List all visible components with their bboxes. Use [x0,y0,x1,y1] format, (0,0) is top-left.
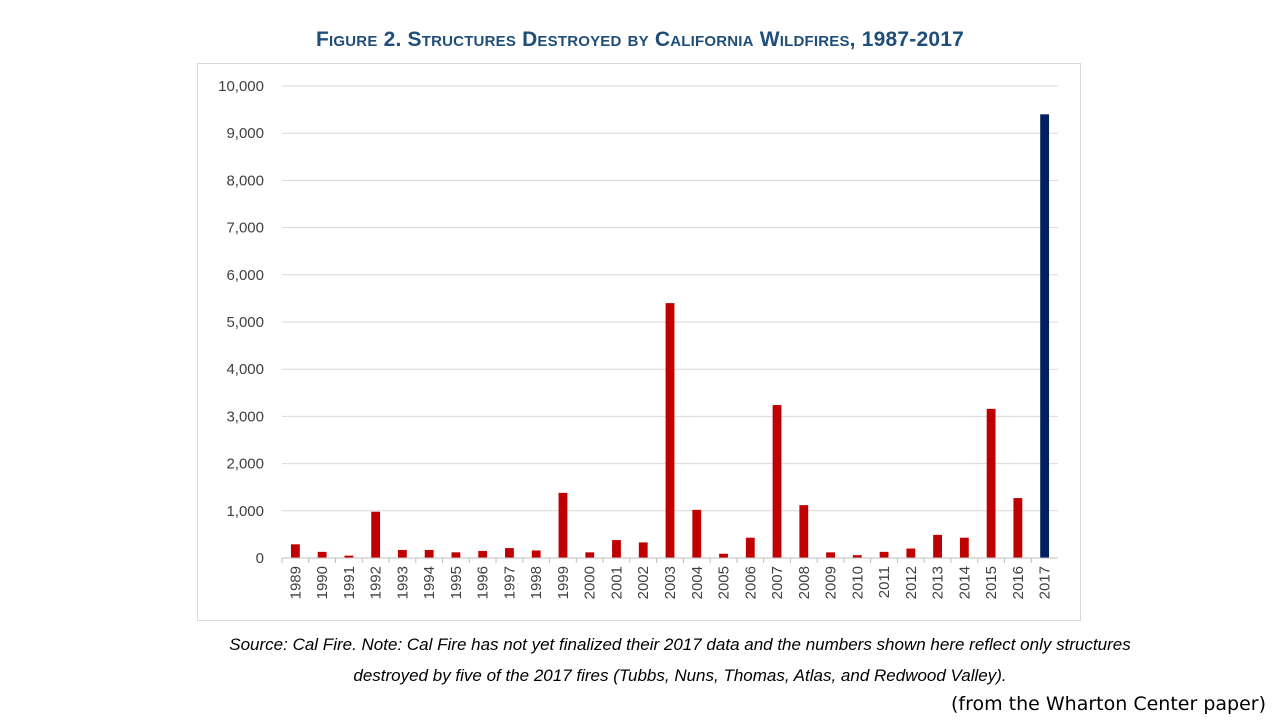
x-tick-label: 2005 [716,566,733,599]
bar-2011 [879,551,889,558]
y-tick-label: 10,000 [218,78,264,95]
x-tick-label: 1998 [528,566,545,599]
bar-2009 [826,552,835,558]
x-tick-label: 1995 [448,566,465,599]
x-tick-label: 2007 [769,566,786,599]
bar-1991 [344,555,354,558]
bar-2012 [906,548,916,558]
x-tick-label: 2013 [930,566,947,599]
bar-1994 [424,549,434,558]
x-tick-label: 1994 [421,566,438,599]
x-tick-label: 1993 [394,566,411,599]
bar-2000 [585,552,595,558]
bar-2004 [692,509,702,558]
x-tick-label: 2002 [635,566,652,599]
bars [290,114,1050,558]
bar-1996 [478,550,488,558]
bar-1993 [397,549,407,558]
y-tick-label: 0 [256,550,264,567]
bar-2010 [852,555,862,558]
x-tick-label: 2001 [608,566,625,599]
y-tick-label: 3,000 [226,408,264,425]
x-tick-label: 1999 [555,566,572,599]
chart-title: Figure 2. Structures Destroyed by Califo… [316,28,964,51]
y-tick-label: 5,000 [226,314,264,331]
bar-2005 [719,553,728,558]
bar-2015 [986,408,996,558]
bar-2002 [638,542,648,558]
bar-1998 [531,550,541,558]
x-tick-label: 2010 [849,566,866,599]
x-tick-label: 1990 [314,566,331,599]
bar-2013 [933,534,943,558]
bar-2014 [959,537,969,558]
y-tick-label: 7,000 [226,220,264,237]
x-tick-label: 2003 [662,566,679,599]
y-tick-label: 6,000 [226,267,264,284]
x-tick-label: 2006 [742,566,759,599]
x-tick-label: 2011 [876,566,893,598]
y-tick-label: 4,000 [226,361,264,378]
x-tick-label: 1989 [287,566,304,599]
y-tick-label: 1,000 [226,503,264,520]
bar-1990 [317,551,327,558]
source-note-line-1: Source: Cal Fire. Note: Cal Fire has not… [229,635,1131,654]
bar-2006 [745,537,755,558]
attribution: (from the Wharton Center paper) [951,693,1266,715]
y-tick-label: 8,000 [226,172,264,189]
y-axis-tick-labels: 0 1,000 2,000 3,000 4,000 5,000 6,000 7,000 8,00… [218,78,264,567]
bar-1999 [558,492,568,558]
x-tick-label: 2012 [903,566,920,599]
x-tick-label: 1992 [368,566,385,599]
bar-2003 [665,303,675,558]
y-tick-label: 2,000 [226,456,264,473]
bar-2007 [772,405,782,558]
x-tick-label: 2004 [689,566,706,599]
x-tick-label: 2014 [956,566,973,599]
x-tick-label: 1997 [501,566,518,599]
x-tick-label: 2017 [1037,566,1054,599]
x-tick-label: 2016 [1010,566,1027,599]
source-note-line-2: destroyed by five of the 2017 fires (Tub… [353,666,1007,685]
y-tick-label: 9,000 [226,125,264,142]
bar-2008 [799,505,809,558]
x-tick-label: 2009 [823,566,840,599]
x-tick-label: 1996 [475,566,492,599]
bar-1997 [505,548,514,558]
bar-1995 [451,552,461,558]
bar-chart: 0 1,000 2,000 3,000 4,000 5,000 6,000 7,000 8,00… [218,78,1058,599]
bar-2016 [1013,498,1023,558]
source-note: Source: Cal Fire. Note: Cal Fire has not… [150,629,1210,691]
x-tick-label: 2000 [582,566,599,599]
bar-1989 [290,544,300,558]
chart-frame: 0 1,000 2,000 3,000 4,000 5,000 6,000 7,000 8,00… [197,63,1081,621]
x-tick-label: 2015 [983,566,1000,599]
x-tick-label: 1991 [341,566,358,599]
bar-2001 [612,540,621,558]
bar-2017 [1040,114,1050,558]
x-tick-label: 2008 [796,566,813,599]
bar-1992 [371,511,381,558]
x-axis-tick-labels: 1989 1990 1991 1992 1993 1994 1995 1996 1997 1998… [287,566,1053,599]
x-axis [281,557,1058,563]
